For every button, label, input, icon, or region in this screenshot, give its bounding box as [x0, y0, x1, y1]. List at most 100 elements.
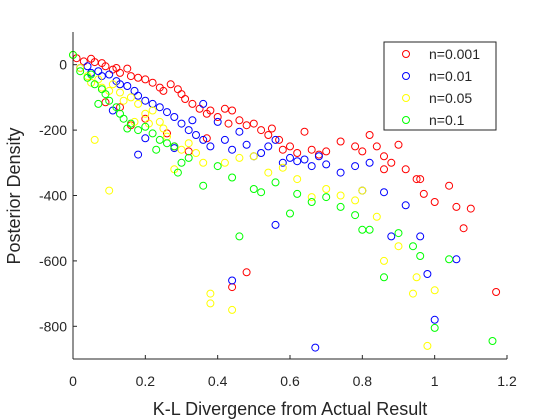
- data-point: [228, 145, 237, 154]
- data-point: [286, 153, 294, 162]
- legend-marker: [402, 116, 410, 124]
- data-point: [336, 202, 345, 211]
- legend-marker: [402, 94, 410, 102]
- data-point: [466, 204, 475, 213]
- data-point: [322, 160, 331, 169]
- legend-marker: [402, 72, 410, 80]
- data-point: [365, 158, 374, 167]
- data-point: [322, 147, 331, 156]
- data-point: [206, 299, 215, 308]
- data-point: [90, 135, 99, 144]
- data-point: [416, 252, 425, 260]
- data-point: [126, 93, 135, 102]
- data-point: [423, 341, 432, 350]
- data-point: [224, 119, 233, 128]
- data-point: [141, 75, 150, 84]
- legend-label: n=0.1: [429, 112, 465, 128]
- data-point: [235, 116, 244, 125]
- legend-label: n=0.001: [429, 46, 480, 62]
- data-point: [105, 186, 114, 195]
- data-point: [188, 99, 197, 108]
- data-point: [228, 106, 237, 115]
- data-point: [148, 78, 157, 87]
- data-point: [177, 145, 186, 154]
- data-point: [409, 242, 417, 251]
- data-point: [177, 119, 186, 128]
- data-point: [199, 135, 208, 144]
- data-point: [76, 67, 85, 76]
- data-point: [192, 131, 200, 139]
- data-point: [387, 158, 396, 167]
- data-point: [242, 121, 251, 130]
- data-point: [184, 153, 193, 162]
- data-point: [123, 124, 132, 133]
- data-point: [228, 173, 237, 182]
- data-point: [181, 95, 190, 103]
- data-point: [155, 135, 164, 144]
- data-point: [264, 131, 273, 139]
- data-point: [307, 145, 316, 154]
- data-point: [173, 168, 182, 177]
- data-point: [351, 142, 360, 151]
- data-point: [365, 131, 374, 139]
- data-point: [220, 135, 229, 144]
- data-point: [184, 139, 193, 148]
- data-point: [257, 149, 266, 157]
- data-point: [409, 289, 417, 298]
- y-axis-label: Posterior Density: [4, 127, 24, 264]
- data-point: [134, 73, 143, 82]
- data-point: [387, 232, 396, 241]
- legend: n=0.001 n=0.01 n=0.05 n=0.1: [383, 41, 497, 131]
- data-point: [134, 150, 143, 159]
- data-point: [459, 224, 468, 233]
- data-point: [264, 168, 273, 177]
- x-tick-label: 0.2: [136, 373, 156, 389]
- data-point: [94, 99, 103, 108]
- data-point: [101, 62, 110, 71]
- data-point: [112, 103, 121, 112]
- data-point: [228, 305, 237, 314]
- data-point: [380, 256, 388, 265]
- data-point: [365, 225, 374, 234]
- data-point: [206, 106, 215, 115]
- legend-box: [383, 41, 497, 131]
- data-point: [267, 124, 276, 133]
- data-point: [108, 80, 117, 89]
- data-point: [293, 149, 302, 157]
- data-point: [101, 98, 110, 107]
- data-point: [293, 189, 302, 198]
- data-point: [257, 126, 266, 135]
- y-tick-label: -600: [39, 253, 67, 269]
- data-point: [242, 140, 251, 149]
- x-tick-label: 1.2: [497, 373, 517, 389]
- data-point: [394, 242, 403, 251]
- data-point: [336, 191, 345, 200]
- data-point: [257, 188, 266, 197]
- data-point: [116, 88, 124, 97]
- data-point: [123, 82, 132, 90]
- data-point: [271, 220, 280, 229]
- data-point: [148, 129, 157, 138]
- data-point: [202, 134, 211, 143]
- data-point: [87, 70, 96, 79]
- data-point: [488, 337, 497, 345]
- data-point: [445, 181, 454, 190]
- points-layer: [69, 50, 501, 352]
- data-point: [351, 211, 360, 220]
- data-point: [199, 181, 208, 190]
- data-point: [419, 189, 428, 198]
- data-point: [351, 196, 360, 205]
- data-point: [275, 135, 284, 144]
- data-point: [401, 201, 410, 210]
- data-point: [372, 142, 381, 151]
- x-tick-label: 0.4: [208, 373, 228, 389]
- data-point: [372, 212, 381, 221]
- x-tick-label: 0.6: [280, 373, 300, 389]
- data-point: [141, 109, 150, 118]
- data-point: [300, 127, 309, 136]
- data-point: [166, 80, 175, 89]
- data-point: [412, 175, 421, 184]
- data-point: [123, 64, 132, 73]
- data-point: [380, 165, 388, 174]
